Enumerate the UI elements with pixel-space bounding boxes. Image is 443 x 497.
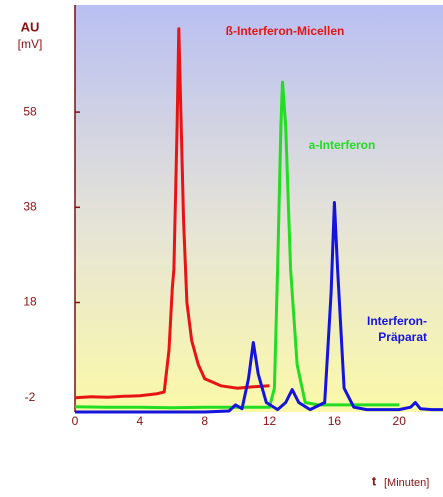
x-tick-label: 20 — [393, 414, 407, 428]
y-axis-title: AU — [21, 19, 40, 34]
y-axis-unit: [mV] — [18, 37, 43, 51]
series-line — [74, 80, 400, 410]
y-tick-label: 18 — [23, 295, 37, 309]
series-line — [74, 27, 270, 400]
x-tick-label: 8 — [201, 414, 208, 428]
x-axis-unit: [Minuten] — [384, 477, 429, 489]
series-label: a-Interferon — [309, 138, 376, 152]
x-tick-label: 0 — [72, 414, 79, 428]
x-tick-label: 12 — [263, 414, 277, 428]
x-axis-title: t — [372, 473, 377, 488]
y-tick-label: 58 — [23, 104, 37, 118]
plot-area — [75, 5, 443, 412]
x-tick-label: 16 — [328, 414, 342, 428]
y-tick-label: 38 — [23, 199, 37, 213]
series-label: Interferon- — [367, 314, 427, 328]
series-line — [75, 201, 443, 414]
series-label: Präparat — [378, 330, 427, 344]
x-tick-label: 4 — [137, 414, 144, 428]
y-tick-label: -2 — [25, 390, 36, 404]
series-label: ß-Interferon-Micellen — [226, 24, 345, 38]
